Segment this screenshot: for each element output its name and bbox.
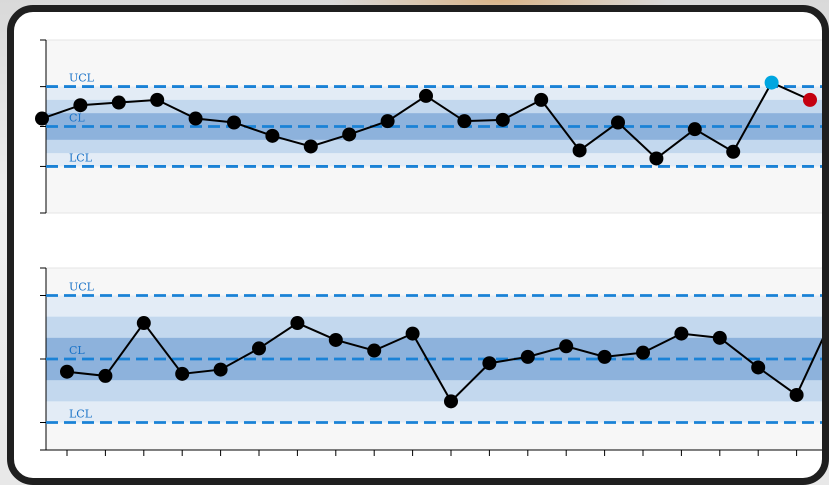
data-point — [559, 339, 574, 354]
data-point — [495, 112, 510, 127]
control-chart-svg: UCL CL LCL UCL CL LCL — [35, 39, 822, 456]
ucl-label: UCL — [69, 72, 95, 85]
cl-label: CL — [69, 112, 85, 125]
data-point — [597, 349, 612, 364]
data-point — [380, 114, 395, 129]
data-point — [674, 326, 689, 341]
data-point — [227, 115, 241, 130]
data-point — [175, 366, 190, 381]
data-point — [342, 127, 357, 142]
ucl-label: UCL — [69, 281, 95, 294]
data-point — [572, 143, 587, 158]
data-point — [98, 368, 113, 383]
data-point — [73, 98, 88, 113]
data-point — [136, 316, 151, 331]
data-point — [367, 343, 382, 358]
data-point — [405, 326, 420, 341]
lcl-label: LCL — [69, 407, 93, 420]
cl-label: CL — [69, 344, 85, 357]
data-point — [803, 92, 817, 107]
data-point — [252, 341, 266, 356]
data-point — [611, 115, 625, 130]
data-point — [265, 128, 280, 143]
data-point — [303, 139, 318, 154]
data-point — [482, 356, 497, 371]
data-point — [649, 151, 664, 166]
data-point — [290, 316, 305, 331]
lcl-label: LCL — [69, 151, 93, 164]
data-point — [150, 92, 165, 107]
chart-frame: UCL CL LCL UCL CL LCL — [7, 5, 829, 485]
data-point — [328, 332, 343, 347]
data-point — [444, 394, 458, 409]
data-point — [764, 75, 779, 90]
data-point — [188, 111, 203, 126]
data-point — [534, 92, 549, 107]
data-point — [111, 95, 126, 110]
data-point — [751, 360, 766, 375]
data-point — [636, 345, 650, 360]
data-point — [726, 144, 741, 159]
data-point — [520, 349, 535, 364]
data-point — [687, 122, 702, 137]
data-point — [457, 114, 472, 129]
control-chart-panel-2: UCL CL LCL — [40, 267, 822, 456]
data-point — [419, 88, 433, 103]
control-chart-panel-1: UCL CL LCL — [35, 39, 822, 214]
data-point — [60, 364, 74, 379]
data-point — [712, 330, 727, 345]
data-point — [35, 111, 49, 126]
data-point — [789, 387, 804, 402]
data-point — [213, 362, 228, 377]
